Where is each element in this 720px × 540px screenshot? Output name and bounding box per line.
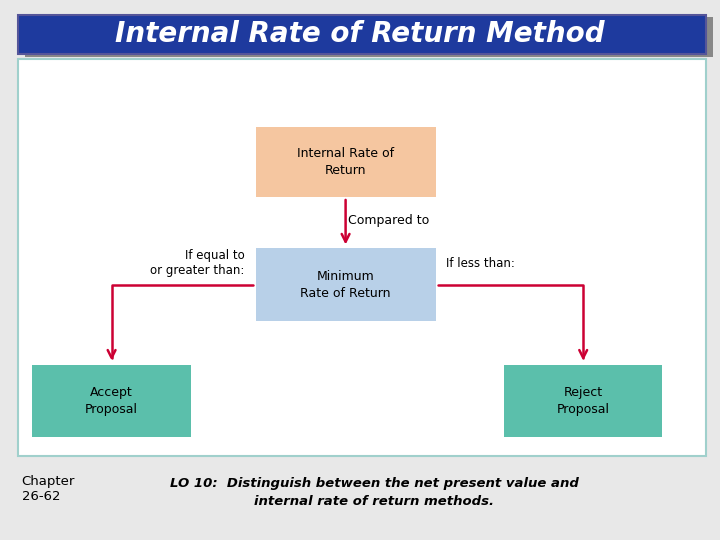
FancyBboxPatch shape: [25, 17, 713, 57]
Text: Chapter
26-62: Chapter 26-62: [22, 475, 75, 503]
Text: Minimum
Rate of Return: Minimum Rate of Return: [300, 270, 391, 300]
FancyBboxPatch shape: [18, 59, 706, 456]
FancyBboxPatch shape: [18, 15, 706, 54]
Text: LO 10:  Distinguish between the net present value and
internal rate of return me: LO 10: Distinguish between the net prese…: [170, 477, 579, 508]
Text: If less than:: If less than:: [446, 256, 516, 270]
Bar: [32, 364, 191, 437]
Text: Reject
Proposal: Reject Proposal: [557, 386, 610, 416]
Bar: [256, 248, 436, 321]
Text: Internal Rate of
Return: Internal Rate of Return: [297, 147, 394, 177]
Text: Compared to: Compared to: [348, 213, 429, 227]
Text: Internal Rate of Return Method: Internal Rate of Return Method: [115, 20, 605, 48]
Bar: [504, 364, 662, 437]
Text: Accept
Proposal: Accept Proposal: [85, 386, 138, 416]
Text: If equal to
or greater than:: If equal to or greater than:: [150, 249, 245, 277]
Bar: [256, 127, 436, 197]
